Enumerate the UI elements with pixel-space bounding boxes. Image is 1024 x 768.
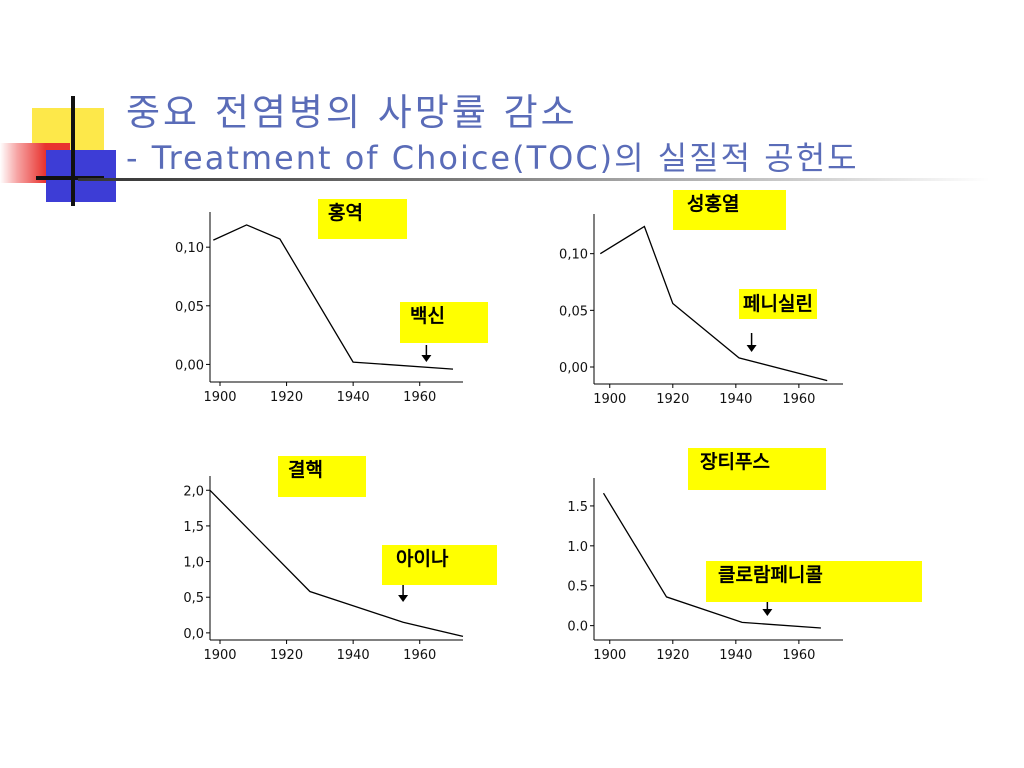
y-tick-label-0: 0,0 bbox=[183, 627, 204, 642]
x-tick-label-1960: 1960 bbox=[782, 392, 815, 407]
x-tick-label-1960: 1960 bbox=[782, 648, 815, 663]
y-tick-label-3: 1.5 bbox=[567, 500, 588, 515]
y-tick-label-0: 0,00 bbox=[559, 361, 588, 376]
title-underline bbox=[78, 178, 990, 181]
mortality-line-scarlet-fever bbox=[599, 225, 828, 382]
deco-vertical-line bbox=[71, 96, 75, 206]
y-tick-label-2: 0,10 bbox=[175, 241, 204, 256]
x-tick-label-1940: 1940 bbox=[337, 648, 370, 663]
x-tick-label-1920: 1920 bbox=[656, 392, 689, 407]
y-tick-label-2: 1,0 bbox=[183, 556, 204, 571]
y-tick-label-0: 0.0 bbox=[567, 620, 588, 635]
intervention-arrowhead-tuberculosis bbox=[398, 595, 409, 602]
mortality-line-tuberculosis bbox=[209, 489, 464, 638]
intervention-label-penicillin: 페니실린 bbox=[743, 293, 813, 315]
y-tick-label-1: 0,5 bbox=[183, 591, 204, 606]
disease-label-tuberculosis: 결핵 bbox=[278, 456, 366, 497]
slide-title: 중요 전염병의 사망률 감소 bbox=[126, 91, 578, 134]
intervention-label-vaccine: 백신 bbox=[400, 302, 488, 343]
y-tick-label-0: 0,00 bbox=[175, 358, 204, 373]
intervention-label-isoniazid: 아이나 bbox=[382, 545, 497, 585]
disease-label-measles: 홍역 bbox=[318, 199, 407, 239]
disease-label-scarlet-fever: 성홍열 bbox=[673, 190, 786, 230]
x-tick-label-1960: 1960 bbox=[403, 390, 436, 405]
x-tick-label-1960: 1960 bbox=[403, 648, 436, 663]
x-tick-label-1900: 1900 bbox=[203, 648, 236, 663]
intervention-arrowhead-typhoid bbox=[762, 609, 773, 616]
slide-subtitle: - Treatment of Choice(TOC)의 실질적 공헌도 bbox=[126, 139, 859, 177]
y-tick-label-1: 0.5 bbox=[567, 580, 588, 595]
deco-horizontal-line bbox=[36, 176, 104, 180]
intervention-label-chloramphenicol: 클로람페니콜 bbox=[706, 561, 922, 602]
x-tick-label-1920: 1920 bbox=[270, 648, 303, 663]
y-tick-label-1: 0,05 bbox=[559, 304, 588, 319]
y-tick-label-1: 0,05 bbox=[175, 300, 204, 315]
x-tick-label-1900: 1900 bbox=[593, 648, 626, 663]
y-tick-label-2: 0,10 bbox=[559, 248, 588, 263]
intervention-arrowhead-scarlet-fever bbox=[746, 345, 757, 352]
disease-label-typhoid: 장티푸스 bbox=[688, 448, 826, 490]
x-tick-label-1900: 1900 bbox=[593, 392, 626, 407]
x-tick-label-1920: 1920 bbox=[270, 390, 303, 405]
x-tick-label-1940: 1940 bbox=[719, 648, 752, 663]
mortality-line-measles bbox=[213, 224, 454, 370]
x-tick-label-1920: 1920 bbox=[656, 648, 689, 663]
y-tick-label-2: 1.0 bbox=[567, 540, 588, 555]
x-tick-label-1900: 1900 bbox=[203, 390, 236, 405]
mortality-line-typhoid bbox=[602, 492, 821, 629]
x-tick-label-1940: 1940 bbox=[337, 390, 370, 405]
intervention-arrowhead-measles bbox=[421, 355, 432, 362]
y-tick-label-4: 2,0 bbox=[183, 484, 204, 499]
x-tick-label-1940: 1940 bbox=[719, 392, 752, 407]
y-tick-label-3: 1,5 bbox=[183, 520, 204, 535]
